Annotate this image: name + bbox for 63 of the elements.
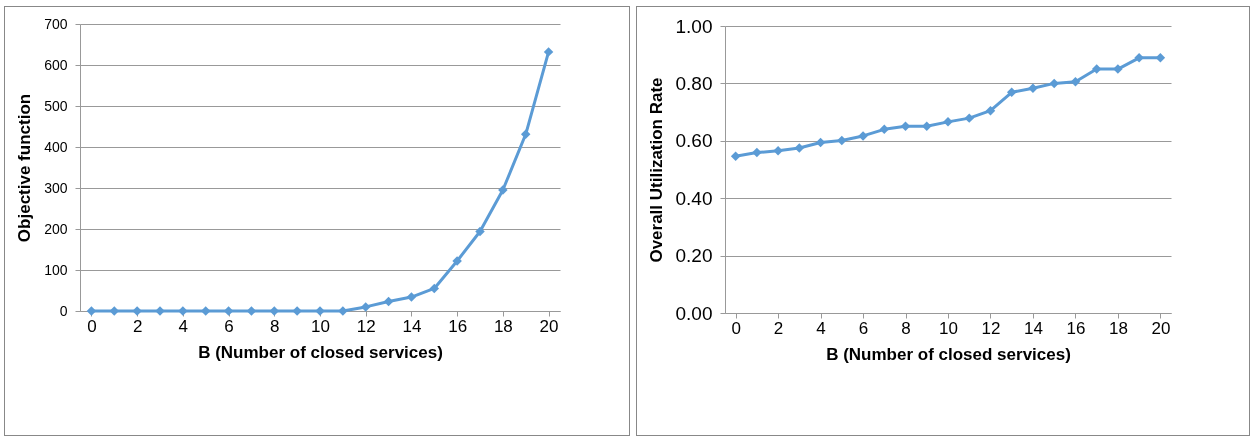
point — [429, 283, 440, 294]
x-tick-label: 16 — [1066, 318, 1086, 338]
y-tick-label: 300 — [44, 179, 68, 196]
point — [1028, 83, 1038, 94]
x-tick-label: 6 — [224, 316, 234, 336]
point — [1155, 53, 1166, 63]
point — [752, 147, 762, 158]
point — [815, 137, 826, 148]
y-tick-label: 100 — [44, 261, 68, 278]
x-tick-label: 10 — [939, 318, 958, 338]
x-axis-title: B (Number of closed services) — [826, 344, 1071, 364]
x-tick-label: 8 — [901, 318, 911, 338]
x-tick-label: 14 — [1023, 318, 1043, 338]
x-tick-label: 4 — [178, 316, 189, 336]
point — [475, 226, 485, 237]
point — [730, 151, 741, 162]
x-tick-label: 10 — [311, 316, 330, 336]
point — [922, 121, 932, 131]
y-tick-label: 600 — [44, 56, 68, 73]
point — [543, 47, 554, 57]
y-tick-label: 0.00 — [675, 302, 713, 324]
point — [520, 129, 531, 140]
y-tick-label: 700 — [44, 15, 68, 32]
y-tick-label: 400 — [44, 138, 68, 155]
point — [1006, 87, 1017, 98]
y-tick-label: 500 — [44, 97, 68, 114]
x-tick-label: 8 — [270, 316, 280, 336]
x-tick-label: 16 — [448, 316, 468, 336]
point — [900, 121, 911, 131]
x-tick-label: 12 — [981, 318, 1001, 338]
x-tick-label: 0 — [731, 318, 741, 338]
point — [985, 105, 996, 116]
point — [383, 296, 394, 307]
y-axis-title: Overall Utilization Rate — [646, 77, 666, 263]
x-tick-label: 2 — [773, 318, 784, 338]
y-tick-label: 0.40 — [675, 187, 713, 209]
point — [1134, 53, 1144, 63]
point — [794, 143, 805, 153]
y-tick-label: 0.80 — [675, 72, 713, 94]
point — [406, 292, 417, 302]
y-tick-label: 0.20 — [675, 245, 713, 267]
x-tick-label: 2 — [132, 316, 143, 336]
x-tick-label: 18 — [493, 316, 513, 336]
x-tick-label: 12 — [356, 316, 376, 336]
y-tick-label: 1.00 — [675, 15, 713, 37]
x-tick-label: 6 — [858, 318, 869, 338]
point — [964, 113, 974, 123]
x-axis-title: B (Number of closed services) — [198, 342, 443, 362]
y-tick-label: 200 — [44, 220, 68, 237]
x-tick-label: 4 — [816, 318, 826, 338]
point — [1070, 76, 1081, 87]
y-tick-label: 0 — [59, 302, 68, 319]
y-axis-title: Objective function — [15, 93, 35, 243]
x-tick-label: 20 — [1151, 318, 1171, 338]
point — [837, 135, 847, 146]
x-tick-label: 14 — [402, 316, 422, 336]
point — [1091, 64, 1102, 74]
y-tick-label: 0.60 — [675, 130, 713, 152]
x-tick-label: 0 — [87, 316, 97, 336]
x-tick-label: 20 — [539, 316, 559, 336]
point — [1049, 78, 1059, 89]
x-tick-label: 18 — [1108, 318, 1128, 338]
point — [360, 302, 371, 312]
